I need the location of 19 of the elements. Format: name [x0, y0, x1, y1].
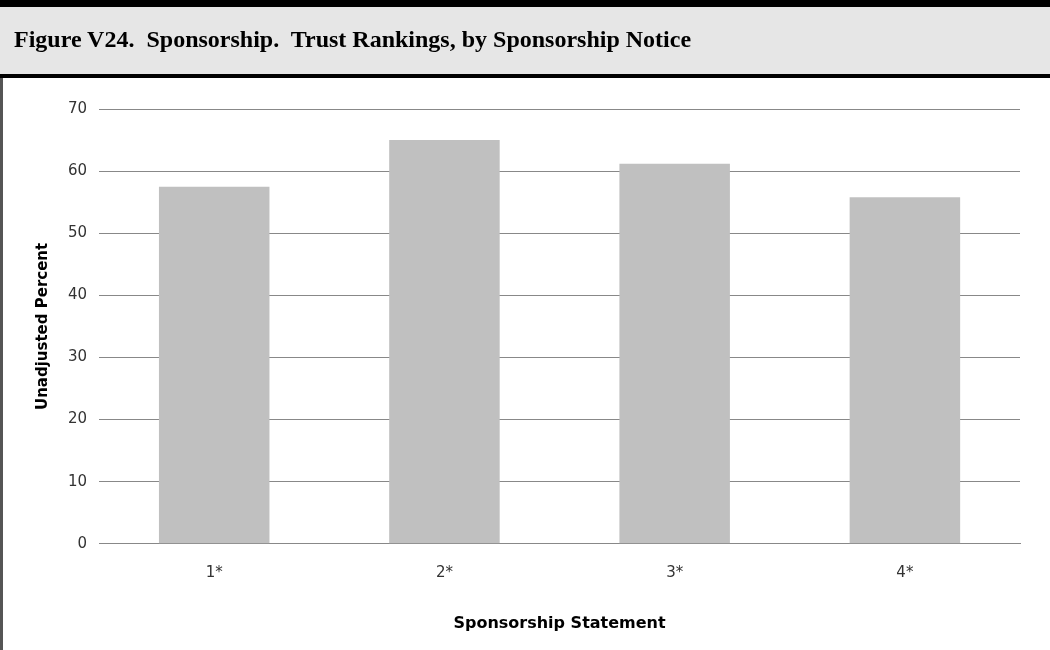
bar — [619, 163, 730, 544]
chart-title: Figure V24. Sponsorship. Trust Rankings, by Sponsorship Notice — [14, 26, 692, 53]
y-axis-title: Unadjusted Percent — [32, 242, 51, 411]
y-tick-label: 10 — [67, 471, 88, 490]
x-tick-label: 1* — [205, 562, 224, 581]
x-tick-label: 4* — [896, 562, 914, 581]
y-tick-label: 30 — [67, 347, 88, 366]
y-tick-label: 60 — [67, 161, 88, 179]
x-tick-label: 2* — [435, 562, 454, 581]
bar — [849, 197, 961, 544]
y-tick-label: 70 — [67, 98, 88, 117]
bar — [158, 186, 270, 544]
y-tick-label: 50 — [67, 223, 88, 242]
y-tick-label: 0 — [77, 533, 88, 552]
y-tick-label: 40 — [67, 285, 88, 304]
bar — [389, 140, 500, 544]
y-tick-label: 20 — [67, 409, 88, 428]
x-tick-label: 3* — [666, 562, 684, 581]
x-axis-title: Sponsorship Statement — [453, 612, 666, 632]
